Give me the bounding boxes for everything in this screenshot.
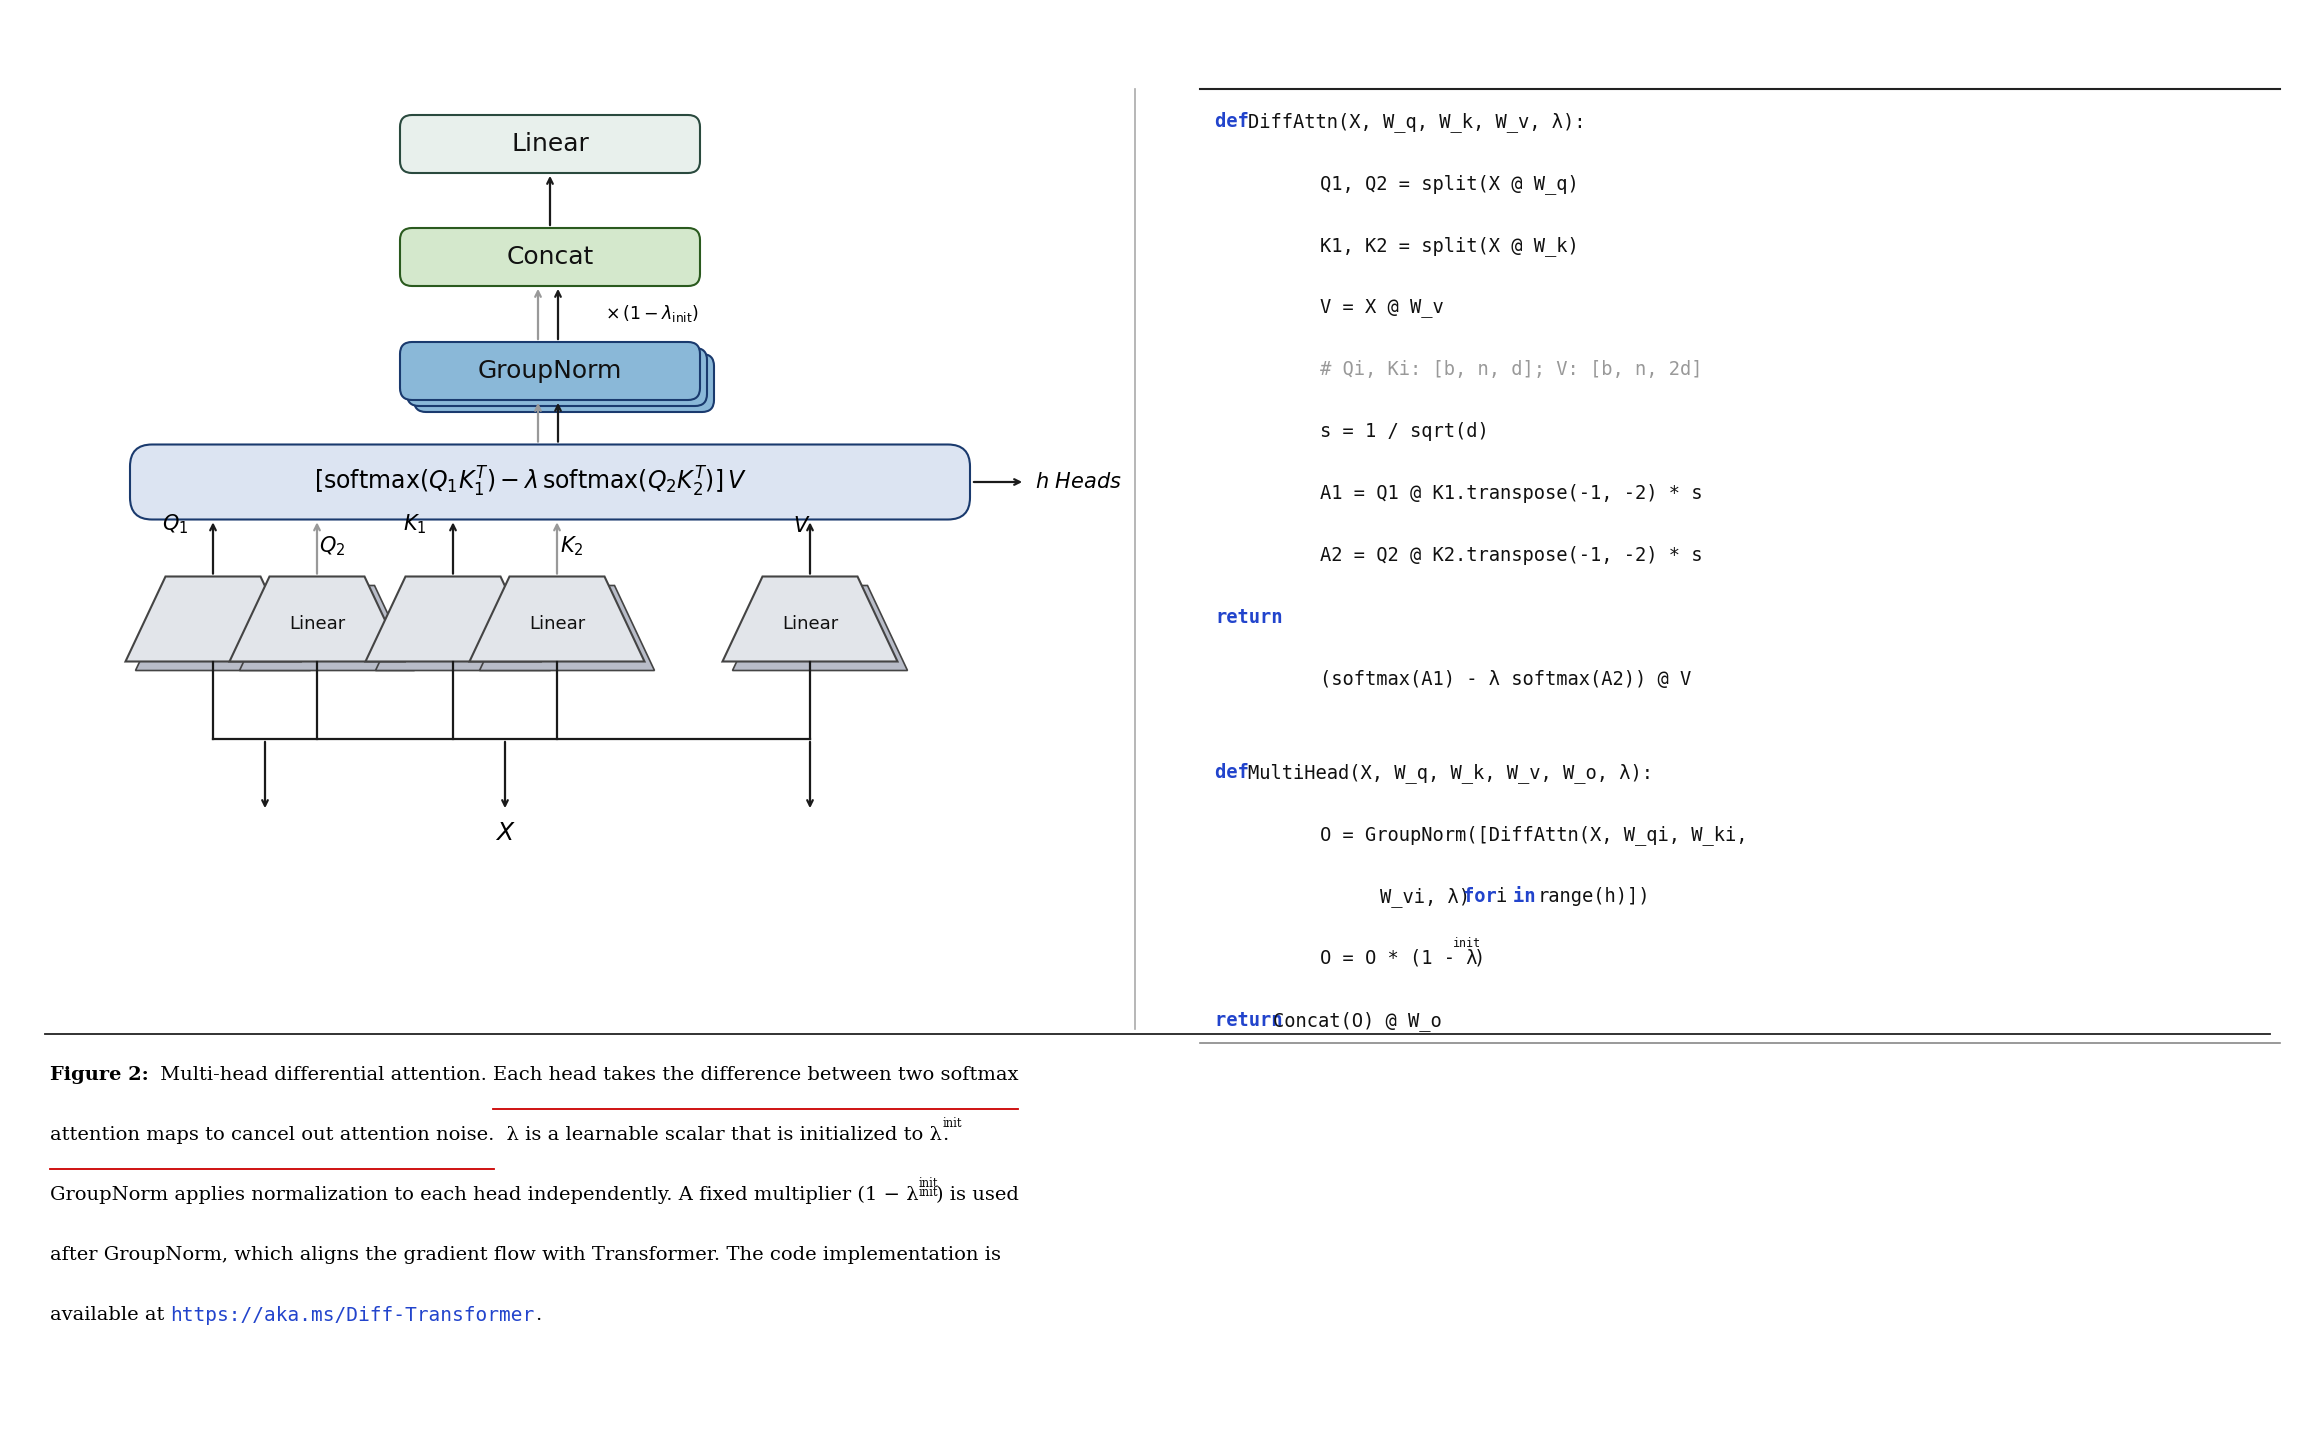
Text: $Q_1$: $Q_1$: [162, 513, 187, 537]
Text: Linear: Linear: [511, 131, 590, 156]
Text: Q1, Q2 = split(X @ W_q): Q1, Q2 = split(X @ W_q): [1319, 173, 1578, 193]
Text: # Qi, Ki: [b, n, d]; V: [b, n, 2d]: # Qi, Ki: [b, n, d]; V: [b, n, 2d]: [1319, 360, 1703, 378]
Text: return: return: [1215, 1011, 1294, 1030]
Text: Multi-head differential attention.: Multi-head differential attention.: [153, 1066, 493, 1084]
Text: in: in: [1513, 887, 1546, 905]
Text: $Q_2$: $Q_2$: [319, 534, 345, 559]
Text: $X$: $X$: [495, 822, 516, 845]
Text: λ is a learnable scalar that is initialized to λ: λ is a learnable scalar that is initiali…: [495, 1126, 942, 1144]
Polygon shape: [734, 585, 907, 670]
Text: def: def: [1215, 762, 1261, 783]
Text: $V$: $V$: [794, 517, 810, 537]
Text: return: return: [1215, 608, 1282, 627]
Text: O = O * (1 - λ: O = O * (1 - λ: [1319, 949, 1479, 967]
Text: for: for: [1462, 887, 1509, 905]
Text: init: init: [942, 1118, 963, 1131]
Text: init: init: [1453, 937, 1481, 950]
Text: Linear: Linear: [289, 615, 345, 632]
Text: Figure 2:: Figure 2:: [51, 1066, 148, 1084]
Text: init: init: [919, 1186, 937, 1199]
Text: (softmax(A1) - λ softmax(A2)) @ V: (softmax(A1) - λ softmax(A2)) @ V: [1319, 670, 1692, 689]
Polygon shape: [366, 576, 541, 661]
Text: .: .: [942, 1126, 949, 1144]
Text: s = 1 / sqrt(d): s = 1 / sqrt(d): [1319, 422, 1488, 440]
FancyBboxPatch shape: [400, 116, 701, 173]
Polygon shape: [125, 576, 301, 661]
Text: ) is used: ) is used: [937, 1186, 1018, 1204]
Text: Linear: Linear: [782, 615, 838, 632]
Text: Each head takes the difference between two softmax: Each head takes the difference between t…: [493, 1066, 1018, 1084]
Text: Concat: Concat: [507, 245, 595, 269]
Text: MultiHead(X, W_q, W_k, W_v, W_o, λ):: MultiHead(X, W_q, W_k, W_v, W_o, λ):: [1247, 762, 1652, 783]
Text: attention maps to cancel out attention noise.: attention maps to cancel out attention n…: [51, 1126, 495, 1144]
Text: i: i: [1497, 887, 1518, 905]
Text: $\times\,(1-\lambda_{\rm init})$: $\times\,(1-\lambda_{\rm init})$: [604, 303, 699, 325]
Text: ): ): [1474, 949, 1486, 967]
Text: A1 = Q1 @ K1.transpose(-1, -2) * s: A1 = Q1 @ K1.transpose(-1, -2) * s: [1319, 484, 1703, 503]
Text: $[\mathrm{softmax}(Q_1K_1^T) - \lambda\,\mathrm{softmax}(Q_2K_2^T)]\,V$: $[\mathrm{softmax}(Q_1K_1^T) - \lambda\,…: [315, 465, 747, 500]
Text: Concat(O) @ W_o: Concat(O) @ W_o: [1273, 1011, 1442, 1031]
Polygon shape: [229, 576, 405, 661]
Text: DiffAttn(X, W_q, W_k, W_v, λ):: DiffAttn(X, W_q, W_k, W_v, λ):: [1247, 113, 1585, 131]
Text: Linear: Linear: [530, 615, 585, 632]
FancyBboxPatch shape: [414, 354, 715, 412]
Text: available at: available at: [51, 1305, 171, 1324]
Polygon shape: [137, 585, 310, 670]
Text: $K_1$: $K_1$: [403, 513, 426, 537]
Text: .: .: [535, 1305, 541, 1324]
Polygon shape: [241, 585, 414, 670]
Polygon shape: [722, 576, 898, 661]
FancyBboxPatch shape: [400, 228, 701, 286]
Text: A2 = Q2 @ K2.transpose(-1, -2) * s: A2 = Q2 @ K2.transpose(-1, -2) * s: [1319, 546, 1703, 565]
Text: $K_2$: $K_2$: [560, 534, 583, 559]
Text: range(h)]): range(h)]): [1539, 887, 1650, 905]
Text: K1, K2 = split(X @ W_k): K1, K2 = split(X @ W_k): [1319, 235, 1578, 256]
Text: init: init: [919, 1177, 937, 1190]
Text: $h$ Heads: $h$ Heads: [1034, 472, 1122, 492]
FancyBboxPatch shape: [407, 348, 708, 406]
Text: GroupNorm applies normalization to each head independently. A fixed multiplier (: GroupNorm applies normalization to each …: [51, 1186, 919, 1204]
Text: GroupNorm: GroupNorm: [477, 360, 622, 383]
Polygon shape: [375, 585, 551, 670]
Polygon shape: [470, 576, 646, 661]
Text: W_vi, λ): W_vi, λ): [1379, 887, 1481, 907]
FancyBboxPatch shape: [130, 445, 970, 520]
Polygon shape: [479, 585, 655, 670]
FancyBboxPatch shape: [400, 342, 701, 400]
Text: after GroupNorm, which aligns the gradient flow with Transformer. The code imple: after GroupNorm, which aligns the gradie…: [51, 1246, 1002, 1264]
Text: O = GroupNorm([DiffAttn(X, W_qi, W_ki,: O = GroupNorm([DiffAttn(X, W_qi, W_ki,: [1319, 825, 1747, 845]
Text: def: def: [1215, 113, 1261, 131]
Text: V = X @ W_v: V = X @ W_v: [1319, 297, 1444, 318]
Text: https://aka.ms/Diff-Transformer: https://aka.ms/Diff-Transformer: [171, 1305, 535, 1326]
